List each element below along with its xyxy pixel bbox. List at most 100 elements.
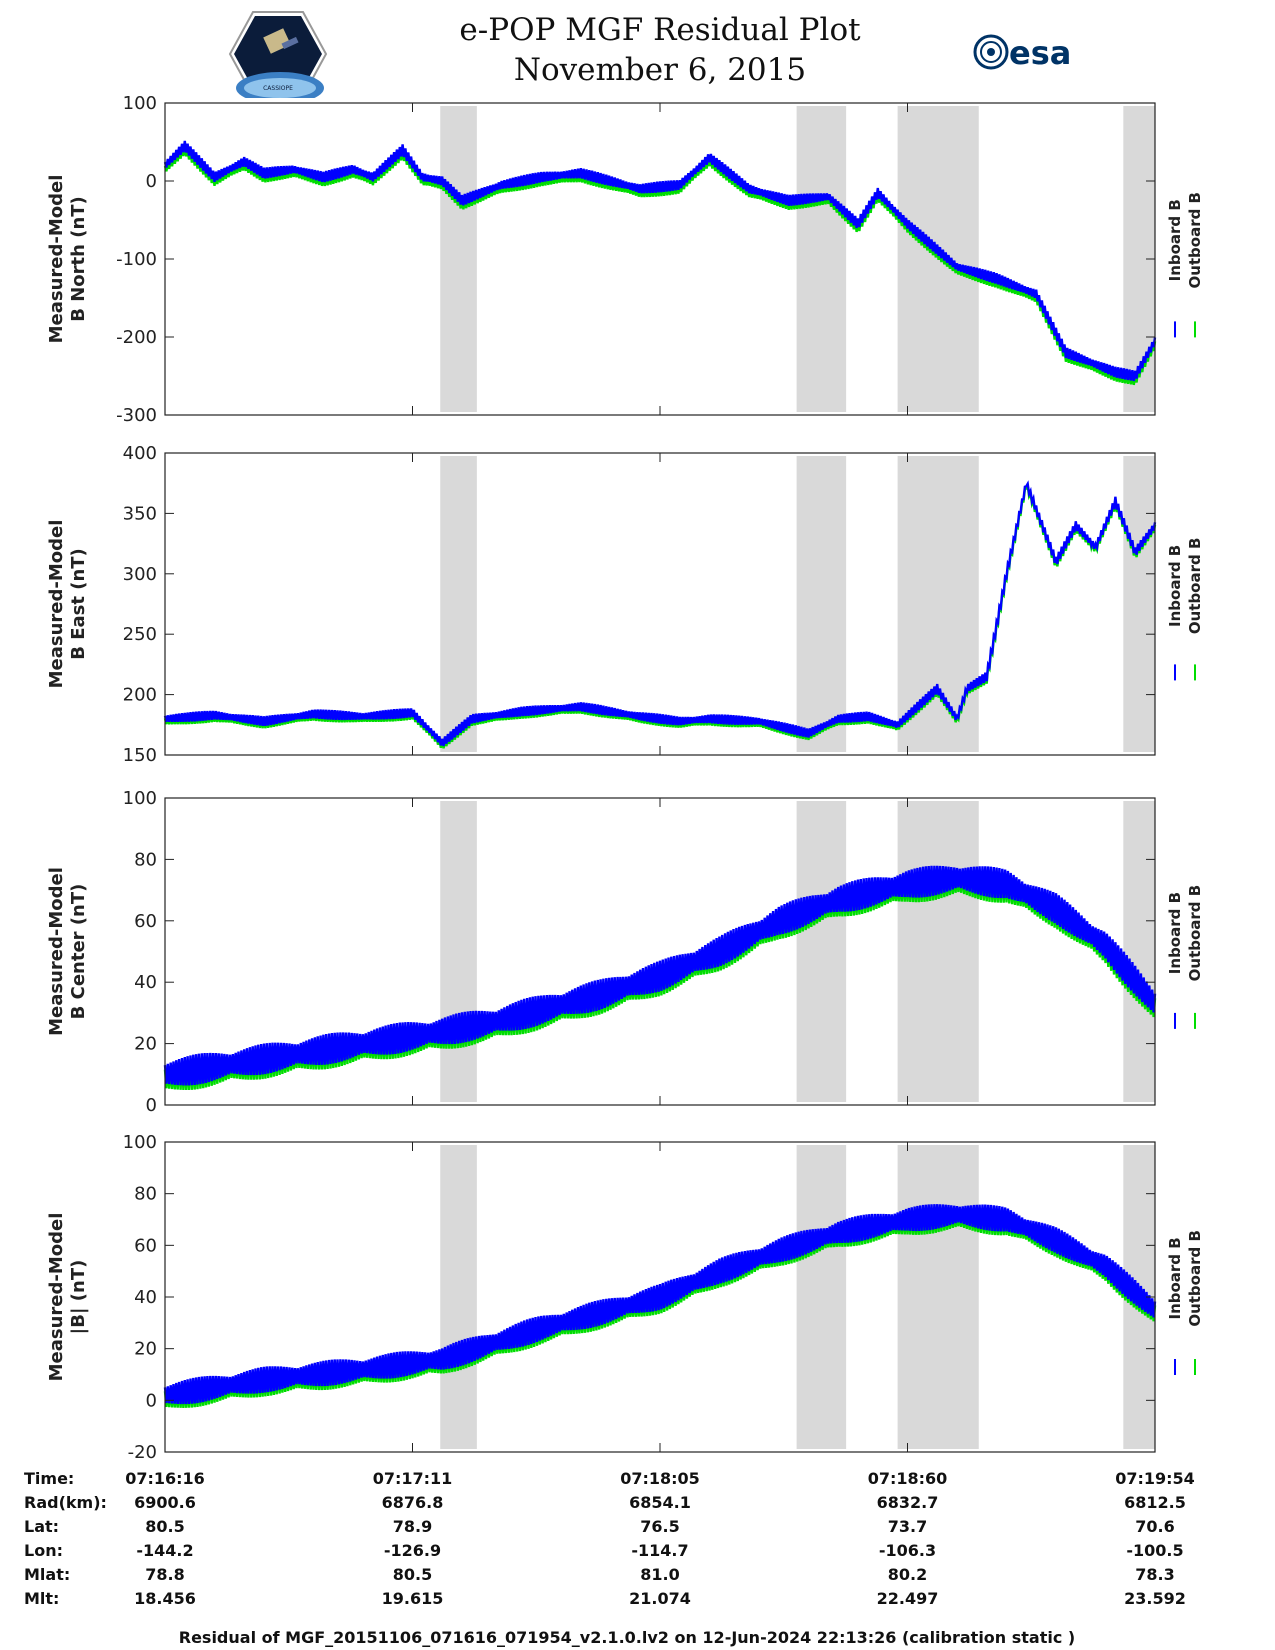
shade-interval: [796, 106, 847, 412]
y-tick-label: 100: [123, 93, 157, 114]
y-axis-label-line1: Measured-Model: [46, 867, 67, 1036]
info-value-rad: 6832.7: [877, 1493, 939, 1512]
info-value-mlt: 23.592: [1124, 1589, 1186, 1608]
info-row-label-lon: Lon:: [24, 1541, 63, 1560]
info-value-lat: 73.7: [888, 1517, 927, 1536]
y-axis-label-line1: Measured-Model: [46, 520, 67, 689]
y-axis-label-line1: Measured-Model: [46, 175, 67, 344]
y-tick-label: 80: [134, 1184, 157, 1205]
y-tick-label: 200: [123, 685, 157, 706]
shade-interval: [796, 456, 847, 752]
y-tick-label: -20: [128, 1442, 157, 1463]
y-tick-label: -100: [116, 249, 157, 270]
outboard-b-series: [163, 144, 1157, 386]
shade-interval: [440, 801, 477, 1102]
info-value-lon: -144.2: [136, 1541, 193, 1560]
info-value-rad: 6900.6: [134, 1493, 196, 1512]
chart-date: November 6, 2015: [513, 52, 807, 88]
info-value-lat: 78.9: [393, 1517, 432, 1536]
info-value-mlt: 22.497: [877, 1589, 939, 1608]
inboard-b-series: [163, 865, 1157, 1086]
shade-interval: [897, 456, 979, 752]
inboard-b-series: [163, 140, 1157, 382]
y-tick-label: 60: [134, 1235, 157, 1256]
info-value-mlat: 80.2: [888, 1565, 927, 1584]
legend-inboard-label: Inboard B: [1166, 545, 1184, 627]
y-axis-label-line2: B East (nT): [68, 548, 89, 660]
inboard-b-series: [163, 480, 1157, 747]
info-value-mlat: 80.5: [393, 1565, 432, 1584]
y-tick-label: 150: [123, 745, 157, 766]
y-tick-label: 40: [134, 972, 157, 993]
info-row-label-mlat: Mlat:: [24, 1565, 70, 1584]
plot-frame: [164, 452, 1156, 756]
shade-interval: [440, 106, 477, 412]
info-value-mlt: 18.456: [134, 1589, 196, 1608]
y-tick-label: 20: [134, 1339, 157, 1360]
info-value-rad: 6876.8: [382, 1493, 444, 1512]
legend-inboard-label: Inboard B: [1166, 1237, 1184, 1319]
y-tick-label: 0: [146, 1390, 157, 1411]
y-tick-label: 250: [123, 624, 157, 645]
info-value-mlt: 19.615: [382, 1589, 444, 1608]
y-tick-label: 300: [123, 564, 157, 585]
y-tick-label: 20: [134, 1034, 157, 1055]
y-tick-label: 40: [134, 1287, 157, 1308]
info-row-label-lat: Lat:: [24, 1517, 59, 1536]
legend-outboard-label: Outboard B: [1186, 192, 1204, 289]
info-value-lon: -126.9: [384, 1541, 441, 1560]
cassiope-logo: CASSIOPE: [228, 11, 328, 98]
shade-interval: [796, 1145, 847, 1449]
y-tick-label: -200: [116, 327, 157, 348]
info-row-label-rad: Rad(km):: [24, 1493, 107, 1512]
info-value-lon: -106.3: [879, 1541, 936, 1560]
info-value-mlat: 78.3: [1135, 1565, 1174, 1584]
y-tick-label: -300: [116, 405, 157, 426]
shade-interval: [796, 801, 847, 1102]
y-tick-label: 100: [123, 1132, 157, 1153]
plot-frame: [164, 102, 1156, 416]
esa-logo: esa: [973, 34, 1071, 72]
shade-interval: [440, 1145, 477, 1449]
inboard-b-series: [163, 1204, 1157, 1405]
info-value-time: 07:19:54: [1115, 1469, 1195, 1488]
info-row-label-mlt: Mlt:: [24, 1589, 59, 1608]
y-axis-label-line2: |B| (nT): [68, 1260, 89, 1335]
info-value-time: 07:18:05: [620, 1469, 700, 1488]
y-tick-label: 100: [123, 788, 157, 809]
info-value-time: 07:16:16: [125, 1469, 205, 1488]
outboard-b-series: [163, 482, 1157, 749]
info-value-lon: -100.5: [1126, 1541, 1183, 1560]
y-tick-label: 80: [134, 849, 157, 870]
legend-inboard-label: Inboard B: [1166, 199, 1184, 281]
chart-title: e-POP MGF Residual Plot: [459, 12, 861, 48]
y-tick-label: 350: [123, 503, 157, 524]
y-axis-label-line1: Measured-Model: [46, 1213, 67, 1382]
info-value-time: 07:17:11: [373, 1469, 453, 1488]
legend-outboard-label: Outboard B: [1186, 885, 1204, 982]
info-value-mlat: 78.8: [145, 1565, 184, 1584]
info-value-lat: 80.5: [145, 1517, 184, 1536]
legend-outboard-label: Outboard B: [1186, 1230, 1204, 1327]
legend-outboard-label: Outboard B: [1186, 538, 1204, 635]
info-value-lat: 76.5: [640, 1517, 679, 1536]
info-row-label-time: Time:: [24, 1469, 74, 1488]
info-value-mlat: 81.0: [640, 1565, 679, 1584]
info-value-lon: -114.7: [631, 1541, 688, 1560]
y-axis-label-line2: B Center (nT): [68, 884, 89, 1020]
info-value-mlt: 21.074: [629, 1589, 691, 1608]
y-tick-label: 60: [134, 911, 157, 932]
y-tick-label: 400: [123, 443, 157, 464]
info-value-time: 07:18:60: [868, 1469, 948, 1488]
shade-interval: [897, 1145, 979, 1449]
info-value-rad: 6812.5: [1124, 1493, 1186, 1512]
logo-left-text: CASSIOPE: [263, 85, 293, 92]
shade-interval: [897, 801, 979, 1102]
y-axis-label-line2: B North (nT): [68, 196, 89, 322]
info-value-lat: 70.6: [1135, 1517, 1174, 1536]
footer-caption: Residual of MGF_20151106_071616_071954_v…: [179, 1628, 1075, 1647]
shade-interval: [1123, 456, 1155, 752]
y-tick-label: 0: [146, 171, 157, 192]
shade-interval: [440, 456, 477, 752]
